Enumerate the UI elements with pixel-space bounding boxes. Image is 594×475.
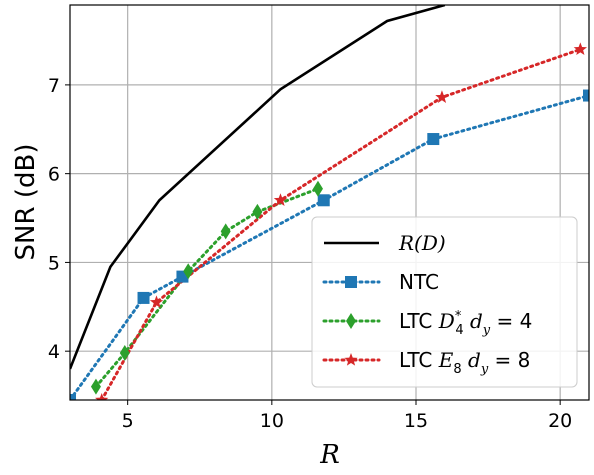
y-tick-label: 5 <box>48 252 60 274</box>
data-point-3 <box>273 193 288 206</box>
legend: R(D) NTC LTC D* 4 dy = 4 LTC E8 dy = 8 <box>311 216 578 388</box>
x-tick-label: 5 <box>122 410 134 432</box>
data-point-2 <box>119 344 130 361</box>
legend-label-3: LTC E8 dy = 8 <box>399 348 530 377</box>
legend-label-2: LTC D* 4 dy = 4 <box>399 309 532 338</box>
tick-layer: 5 10 15 20 4 5 6 7 <box>48 75 572 432</box>
x-tick-label: 10 <box>260 410 284 432</box>
x-axis-label: R <box>319 440 340 470</box>
data-point-2 <box>183 263 194 280</box>
legend-marker-1 <box>345 276 357 288</box>
data-point-2 <box>312 180 323 197</box>
legend-marker-2 <box>346 313 356 329</box>
data-point-2 <box>90 378 101 395</box>
series-line-1 <box>70 94 589 400</box>
data-point-3 <box>435 90 449 103</box>
y-tick-label: 6 <box>48 164 60 186</box>
series-line-2 <box>94 187 320 389</box>
legend-label-0: R(D) <box>398 231 446 255</box>
legend-marker-3 <box>344 353 358 366</box>
data-point-1 <box>70 394 76 400</box>
y-axis-label: SNR (dB) <box>11 144 41 261</box>
data-point-2 <box>220 223 231 240</box>
data-point-1 <box>583 89 589 102</box>
x-tick-label: 20 <box>548 410 572 432</box>
y-tick-label: 7 <box>48 75 60 97</box>
series-line-0 <box>70 5 446 370</box>
data-point-3 <box>149 295 164 309</box>
data-point-1 <box>137 291 150 304</box>
data-point-1 <box>427 133 440 146</box>
markers-layer <box>70 42 589 400</box>
x-tick-label: 15 <box>404 410 428 432</box>
legend-label-1: NTC <box>399 270 439 294</box>
data-point-2 <box>252 203 263 220</box>
y-tick-label: 4 <box>48 341 60 363</box>
plot-frame <box>69 4 590 401</box>
legend-box <box>311 216 578 388</box>
data-point-1 <box>317 194 330 207</box>
data-point-3 <box>573 42 588 56</box>
data-point-3 <box>95 393 109 400</box>
